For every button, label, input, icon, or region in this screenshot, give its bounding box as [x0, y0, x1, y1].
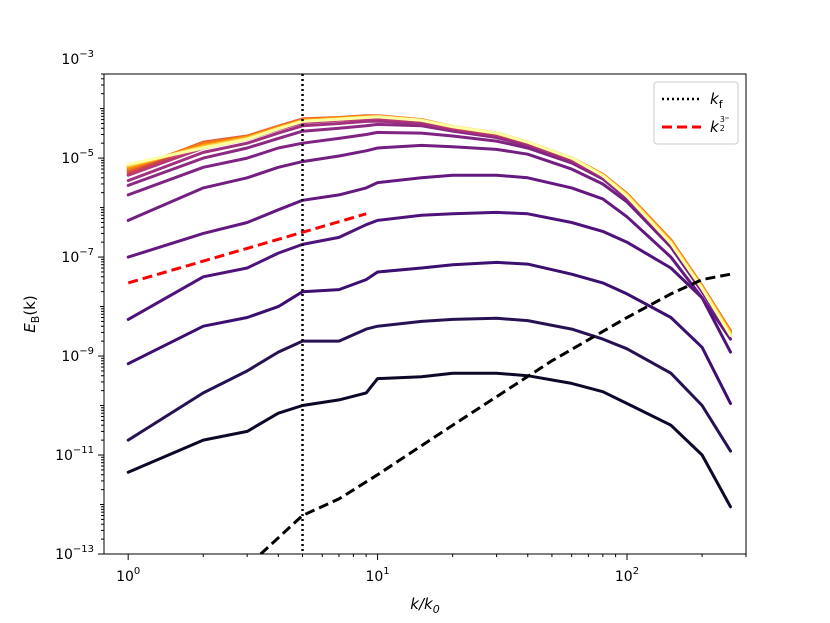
y-tick-label: 10−9 [61, 346, 94, 365]
x-tick-label: 102 [615, 566, 639, 585]
series-line-1 [126, 371, 732, 509]
x-tick-label: 101 [365, 566, 389, 585]
series-line-6 [126, 143, 732, 337]
legend-box [653, 81, 739, 145]
series-line-5 [126, 173, 732, 341]
y-tick-label: 10−7 [61, 247, 94, 266]
reference-layer [127, 74, 731, 554]
y-tick-label: 10−11 [55, 445, 94, 464]
series-line-4 [126, 210, 732, 354]
slope-three-halves-line [127, 212, 367, 285]
y-tick-label: 10−13 [55, 544, 94, 563]
y-tick-label: 10−3 [61, 49, 94, 68]
legend: kf k3 2 [653, 81, 739, 145]
y-axis-label: EB(k) [21, 295, 42, 332]
x-tick-label: 100 [116, 566, 140, 585]
x-axis-label: k/k0 [410, 595, 439, 616]
series-line-2 [126, 316, 732, 453]
series-line-3 [126, 260, 732, 405]
tick-layer: 100 101 102 10−13 10−11 10−9 10−7 10−5 10−3 [55, 49, 747, 585]
series-line-16 [126, 115, 732, 337]
legend-slope-label: k3 2 [710, 115, 725, 136]
black-dashed-line [259, 272, 731, 554]
legend-kf-label: kf [710, 90, 724, 111]
y-tick-label: 10−5 [61, 148, 94, 167]
series-layer [126, 114, 732, 509]
